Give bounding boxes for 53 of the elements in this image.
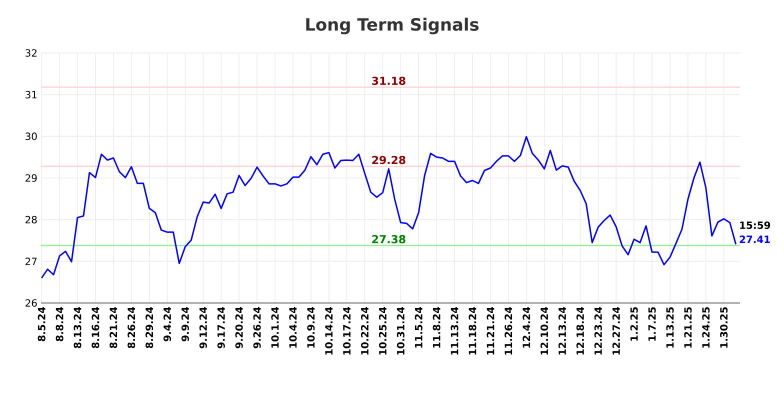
x-tick-label: 8.29.24 <box>146 306 154 348</box>
ref-line-label: 27.38 <box>372 235 406 244</box>
x-tick-label: 10.9.24 <box>307 306 315 348</box>
text: 15:59 <box>740 221 770 230</box>
x-tick-label: 10.4.24 <box>289 306 297 348</box>
x-tick-label: 8.5.24 <box>38 306 46 342</box>
x-tick-label: 10.17.24 <box>343 306 351 355</box>
x-tick-label: 8.26.24 <box>128 306 136 348</box>
y-tick-label: 30 <box>26 132 37 140</box>
x-tick-label: 12.4.24 <box>522 306 530 348</box>
x-tick-label: 1.7.25 <box>648 307 656 341</box>
x-tick-label: 1.21.25 <box>684 307 692 348</box>
x-tick-label: 9.17.24 <box>217 306 225 348</box>
x-tick-label: 10.14.24 <box>325 306 333 355</box>
y-tick-label: 27 <box>26 258 37 266</box>
ref-line-label: 29.28 <box>372 156 406 164</box>
y-tick-label: 26 <box>26 299 37 307</box>
x-tick-label: 9.12.24 <box>199 306 207 348</box>
y-tick-label: 31 <box>26 90 37 98</box>
x-tick-label: 12.10.24 <box>540 306 548 355</box>
ref-line-label: 31.18 <box>372 76 406 85</box>
x-tick-label: 9.9.24 <box>181 306 190 342</box>
x-tick-label: 8.21.24 <box>110 306 118 348</box>
data-label: 27.41 <box>740 236 770 243</box>
x-tick-label: 10.22.24 <box>360 306 369 355</box>
x-tick-label: 1.24.25 <box>702 307 710 348</box>
x-tick-label: 8.16.24 <box>92 306 100 348</box>
chart-title: Long Term Signals <box>306 18 479 34</box>
x-tick-label: 1.30.25 <box>720 307 728 348</box>
x-tick-label: 12.13.24 <box>558 306 566 355</box>
x-tick-label: 11.13.24 <box>450 306 458 355</box>
x-tick-label: 11.8.24 <box>432 306 440 348</box>
x-tick-label: 11.21.24 <box>486 306 494 355</box>
y-tick-label: 29 <box>26 174 37 182</box>
x-tick-label: 11.26.24 <box>504 306 512 355</box>
x-tick-label: 8.13.24 <box>74 306 82 348</box>
x-tick-label: 9.4.24 <box>164 306 172 342</box>
x-tick-label: 1.2.25 <box>630 307 638 341</box>
y-tick-label: 28 <box>26 216 37 224</box>
x-tick-label: 10.25.24 <box>378 306 386 355</box>
x-tick-label: 11.18.24 <box>468 306 476 355</box>
x-tick-label: 12.23.24 <box>594 306 602 355</box>
line-series <box>40 136 737 279</box>
y-tick-label: 32 <box>26 49 36 57</box>
x-tick-label: 8.8.24 <box>56 306 64 342</box>
x-tick-label: 12.27.24 <box>612 306 620 355</box>
x-tick-label: 11.5.24 <box>414 306 422 348</box>
x-tick-label: 10.31.24 <box>396 306 404 355</box>
x-tick-label: 9.26.24 <box>253 306 261 348</box>
x-tick-label: 12.18.24 <box>576 306 584 355</box>
x-tick-label: 1.13.25 <box>666 307 674 348</box>
x-tick-label: 10.1.24 <box>271 306 279 348</box>
x-tick-label: 9.20.24 <box>235 306 243 348</box>
